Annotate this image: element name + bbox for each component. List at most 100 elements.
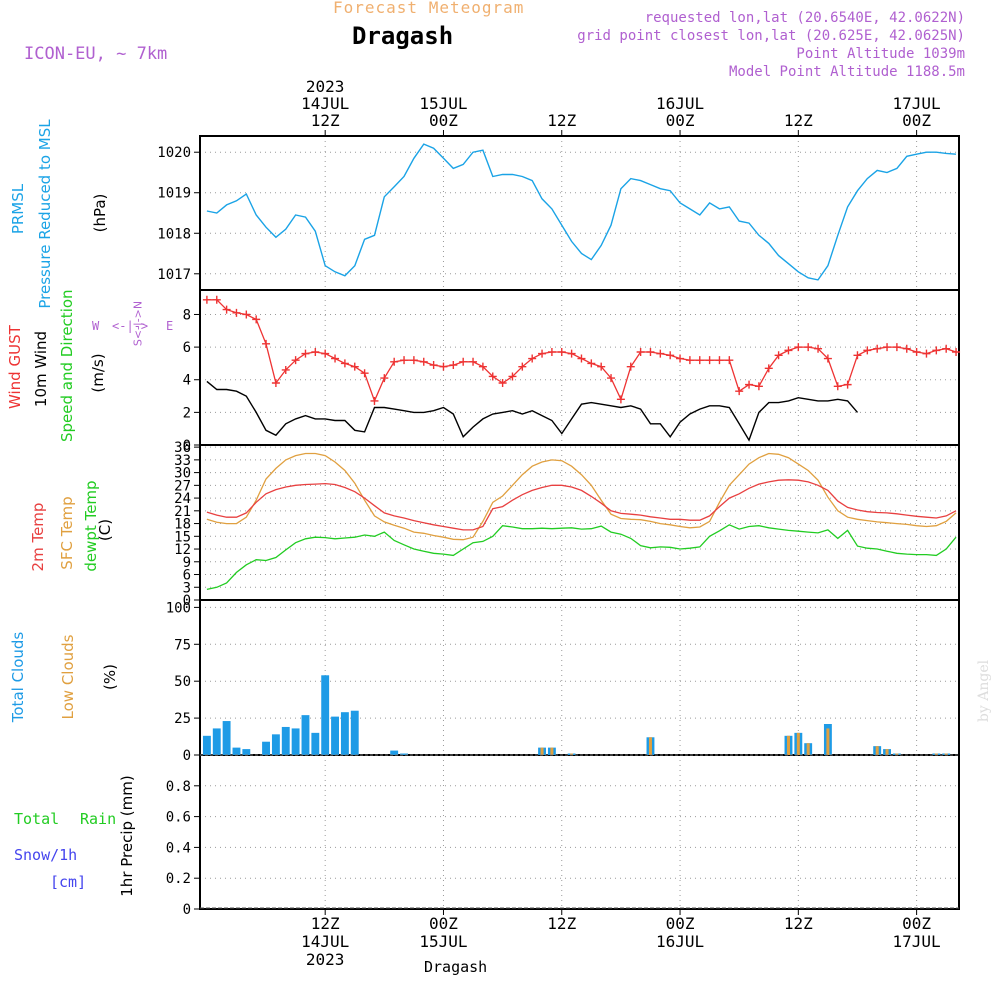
gust-point: [331, 354, 340, 363]
y-tick-label: 6: [183, 568, 191, 584]
low-cloud-bar: [540, 747, 544, 755]
gust-point: [695, 356, 704, 365]
time-label-bottom: 14JUL: [301, 932, 349, 951]
y-tick-label: 25: [174, 711, 191, 727]
gust-point: [952, 348, 961, 356]
time-label-bottom: 00Z: [429, 914, 458, 933]
gust-point: [942, 344, 951, 353]
point-altitude: Point Altitude 1039m: [796, 46, 965, 62]
gust-point: [370, 396, 379, 405]
model-altitude: Model Point Altitude 1188.5m: [728, 64, 965, 80]
gust-point: [350, 362, 359, 371]
requested-coords: requested lon,lat (20.6540E, 42.0622N): [644, 10, 965, 26]
model-label: ICON-EU, ~ 7km: [24, 44, 168, 64]
total-cloud-bar: [232, 747, 241, 755]
y-tick-label: 30: [174, 466, 191, 482]
gust-point: [340, 359, 349, 368]
footer-location: Dragash: [424, 958, 488, 976]
y-tick-label: 33: [174, 453, 191, 469]
y-tick-label: 15: [174, 529, 191, 545]
label-snow: Snow/1h: [14, 846, 78, 864]
compass-w: W: [92, 319, 100, 333]
compass-e: E: [166, 319, 174, 333]
y-tick-label: 18: [174, 517, 191, 533]
y-tick-label: 75: [174, 637, 191, 653]
gust-point: [508, 372, 517, 381]
gust-point: [607, 374, 616, 383]
gust-point: [547, 348, 556, 356]
low-cloud-bar: [826, 728, 830, 755]
gust-point: [863, 346, 872, 355]
wind10-line: [206, 380, 859, 442]
gust-point: [715, 356, 724, 365]
time-label-bottom: 2023: [306, 950, 345, 969]
total-cloud-bar: [390, 750, 399, 755]
y-tick-label: 24: [174, 491, 191, 507]
gust-point: [666, 351, 675, 360]
dewpt-line: [206, 524, 957, 591]
gust-point: [616, 395, 625, 404]
gust-point: [281, 365, 290, 374]
gust-point: [774, 351, 783, 360]
y-tick-label: 50: [174, 674, 191, 690]
total-cloud-bar: [212, 728, 221, 755]
y-tick-label: 0: [183, 902, 191, 918]
y-tick-label: 100: [166, 600, 191, 616]
y-tick-label: 0.4: [166, 840, 191, 856]
total-cloud-bar: [301, 715, 310, 755]
gust-point: [902, 344, 911, 353]
low-cloud-bar: [786, 735, 790, 755]
temp-2m-line: [206, 479, 957, 531]
gust-point: [932, 346, 941, 355]
low-cloud-bar: [944, 753, 948, 755]
gust-point: [498, 379, 507, 387]
gust-point: [557, 348, 566, 356]
y-tick-label: 6: [183, 340, 191, 356]
gust-point: [764, 364, 773, 373]
total-cloud-bar: [340, 712, 349, 755]
time-label-top: 00Z: [429, 111, 458, 130]
total-cloud-bar: [400, 753, 408, 755]
gust-point: [252, 315, 261, 324]
y-tick-label: 3: [183, 580, 191, 596]
total-cloud-bar: [262, 741, 270, 755]
gust-point: [676, 354, 685, 363]
y-tick-label: 27: [174, 478, 191, 494]
gust-point: [291, 356, 300, 365]
panel-frame: [199, 444, 960, 601]
gust-point: [735, 387, 744, 396]
gust-point: [794, 343, 803, 352]
gust-point: [212, 295, 221, 304]
gust-point: [449, 361, 458, 370]
time-label-top: 16JUL: [656, 94, 704, 113]
gust-point: [754, 382, 763, 391]
gust-point: [745, 380, 754, 389]
low-cloud-bar: [934, 753, 938, 755]
gust-point: [784, 346, 793, 355]
y-tick-label: 1020: [157, 145, 191, 161]
y-tick-label: 12: [174, 542, 191, 558]
gust-point: [528, 354, 537, 363]
y-tick-label: 0.6: [166, 810, 191, 826]
low-cloud-bar: [570, 753, 574, 755]
gust-point: [311, 348, 320, 356]
gust-point: [360, 369, 369, 378]
gridpoint-coords: grid point closest lon,lat (20.625E, 42.…: [577, 28, 965, 44]
gust-line: [206, 299, 957, 403]
gust-point: [538, 349, 547, 358]
gust-point: [626, 362, 635, 371]
gust-point: [804, 343, 813, 352]
low-cloud-bar: [806, 743, 810, 755]
y-tick-label: 21: [174, 504, 191, 520]
panel-frame: [199, 599, 960, 756]
gust-point: [518, 362, 527, 371]
time-label-top: 15JUL: [419, 94, 467, 113]
low-cloud-bar: [875, 746, 879, 755]
low-cloud-bar: [648, 737, 652, 755]
total-cloud-bar: [350, 710, 359, 755]
gust-point: [390, 357, 399, 366]
gust-point: [823, 354, 832, 363]
time-label-bottom: 00Z: [666, 914, 695, 933]
gust-point: [705, 356, 714, 365]
total-cloud-bar: [271, 734, 280, 755]
